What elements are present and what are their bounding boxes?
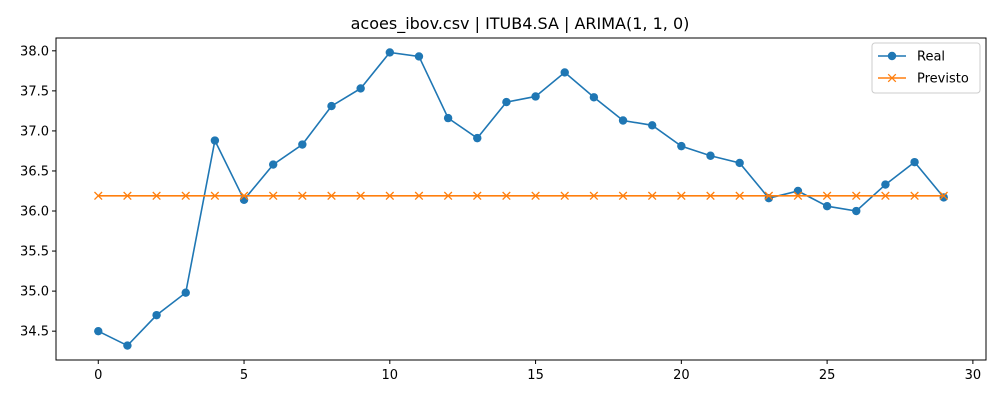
data-point — [589, 191, 599, 201]
data-point — [677, 141, 686, 151]
y-tick-label: 36.5 — [20, 164, 49, 179]
x-tick-label: 5 — [240, 368, 248, 383]
y-axis: 34.5 35.0 35.5 36.0 36.5 37.0 37.5 38.0 — [20, 44, 56, 340]
x-axis: 0 5 10 15 20 25 30 — [94, 360, 981, 383]
data-point — [181, 288, 190, 297]
data-point — [94, 191, 103, 201]
data-point — [385, 48, 395, 57]
data-point — [443, 113, 453, 123]
data-point — [123, 191, 132, 201]
data-point — [181, 191, 190, 201]
x-tick-label: 25 — [819, 368, 836, 383]
data-point — [735, 191, 744, 201]
x-tick-label: 30 — [965, 368, 982, 383]
data-point — [939, 193, 948, 202]
y-tick-label: 37.5 — [20, 84, 49, 99]
data-point — [298, 140, 307, 149]
data-point — [939, 191, 948, 201]
data-point — [910, 157, 919, 167]
x-tick-label: 15 — [527, 368, 544, 383]
data-point — [298, 191, 307, 201]
data-point — [793, 191, 803, 201]
data-point — [502, 191, 511, 201]
data-point — [152, 310, 161, 320]
data-point — [210, 191, 220, 201]
data-point — [706, 151, 715, 160]
data-point — [560, 191, 569, 201]
data-point — [852, 191, 861, 201]
y-tick-label: 37.0 — [20, 124, 49, 139]
data-point — [735, 158, 744, 168]
data-point — [618, 116, 628, 125]
data-point — [414, 191, 424, 201]
data-point — [123, 341, 132, 350]
data-point — [677, 191, 686, 201]
data-point — [531, 191, 540, 201]
y-tick-label: 34.5 — [20, 325, 49, 340]
chart-title: acoes_ibov.csv | ITUB4.SA | ARIMA(1, 1, … — [351, 14, 690, 34]
data-point — [268, 191, 278, 201]
data-point — [502, 97, 511, 107]
data-point — [531, 92, 540, 101]
x-tick-label: 20 — [673, 368, 690, 383]
data-point — [210, 136, 220, 145]
data-point — [822, 191, 832, 201]
legend-entry-previsto: Previsto — [878, 72, 969, 87]
data-point — [822, 202, 832, 211]
data-point — [414, 52, 424, 61]
data-point — [560, 68, 569, 77]
data-point — [443, 191, 453, 201]
data-point — [356, 191, 365, 201]
data-point — [852, 206, 861, 216]
legend: Real Previsto — [871, 42, 981, 94]
data-point — [473, 133, 482, 143]
data-point — [881, 191, 890, 201]
legend-label: Real — [917, 50, 945, 65]
data-point — [647, 191, 657, 201]
data-point — [647, 121, 657, 130]
data-point — [239, 195, 249, 205]
legend-label: Previsto — [917, 72, 969, 87]
data-point — [152, 191, 161, 201]
y-tick-label: 35.0 — [20, 285, 49, 300]
y-tick-label: 35.5 — [20, 245, 49, 260]
data-point — [356, 84, 365, 93]
plot-area — [55, 37, 987, 361]
data-point — [327, 101, 336, 111]
data-point — [618, 191, 628, 201]
data-point — [793, 186, 803, 196]
data-point — [764, 191, 774, 201]
x-tick-label: 10 — [382, 368, 399, 383]
y-tick-label: 38.0 — [20, 44, 49, 59]
data-point — [881, 180, 890, 189]
data-point — [385, 191, 395, 201]
data-point — [910, 191, 919, 201]
data-point — [327, 191, 336, 201]
y-tick-label: 36.0 — [20, 205, 49, 220]
axes-frame — [55, 37, 987, 361]
data-point — [589, 93, 599, 102]
series-line-real — [97, 51, 945, 347]
data-point — [473, 191, 482, 201]
data-point — [706, 191, 715, 201]
data-point — [239, 191, 249, 201]
x-tick-label: 0 — [94, 368, 102, 383]
data-point — [268, 160, 278, 169]
legend-entry-real: Real — [878, 50, 945, 65]
data-point — [94, 326, 103, 336]
